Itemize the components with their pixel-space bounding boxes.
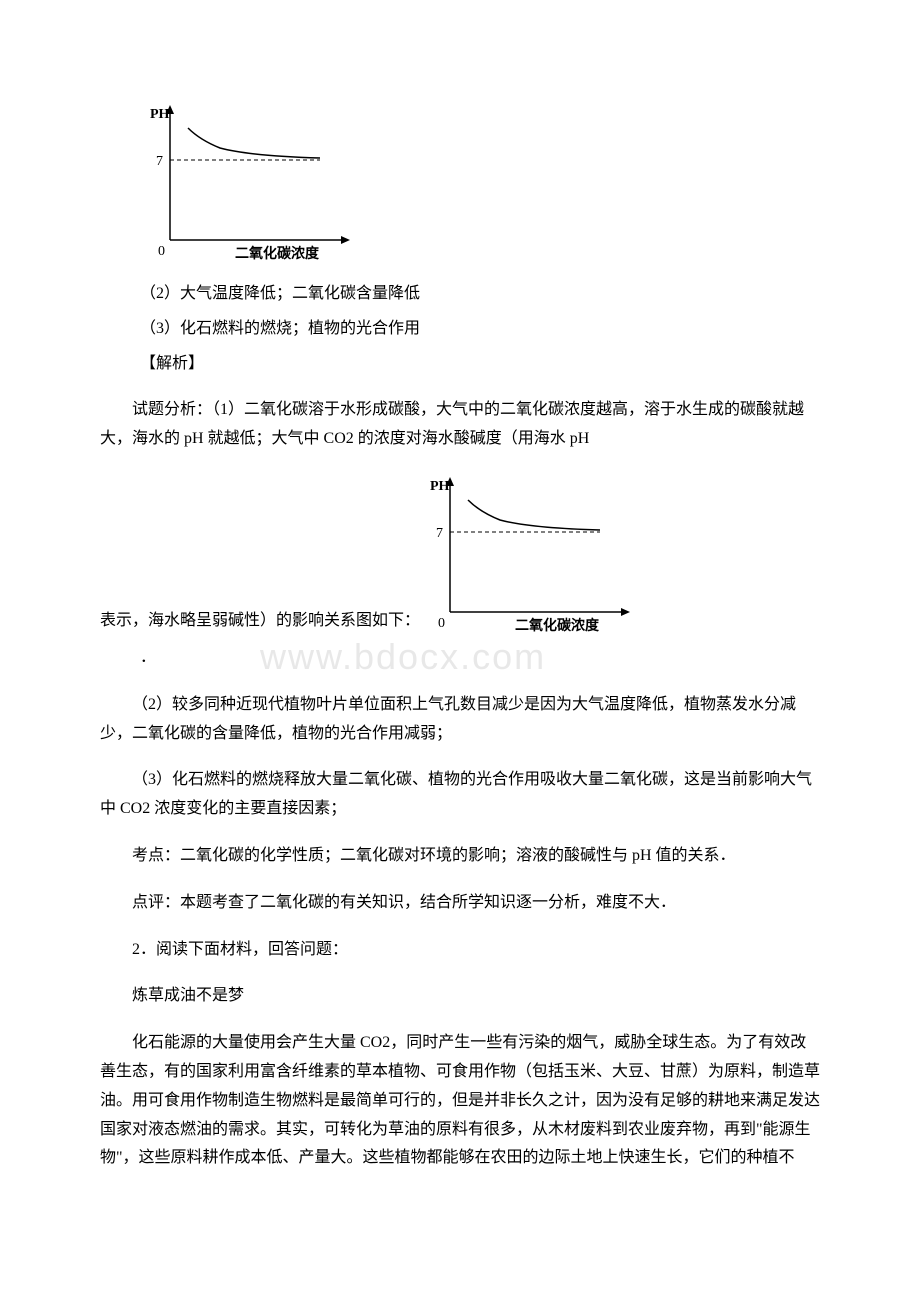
chart1-svg: PH 7 0 二氧化碳浓度 <box>140 100 360 270</box>
analysis-chart-flow: 表示，海水略呈弱碱性）的影响关系图如下： PH 7 0 二氧化碳浓度 <box>100 472 820 642</box>
q2-title: 炼草成油不是梦 <box>100 982 820 1011</box>
period-mark: ． <box>140 644 820 673</box>
dianping-para: 点评：本题考查了二氧化碳的有关知识，结合所学知识逐一分析，难度不大． <box>100 889 820 918</box>
analysis-heading: 【解析】 <box>140 350 820 379</box>
chart-ph-vs-co2-2: PH 7 0 二氧化碳浓度 <box>420 472 640 642</box>
chart2-x-label: 二氧化碳浓度 <box>515 617 600 634</box>
analysis-para-1: 试题分析：（1）二氧化碳溶于水形成碳酸，大气中的二氧化碳浓度越高，溶于水生成的碳… <box>100 396 820 454</box>
chart1-y-label: PH <box>150 107 170 122</box>
q2-body: 化石能源的大量使用会产生大量 CO2，同时产生一些有污染的烟气，威胁全球生态。为… <box>100 1029 820 1173</box>
chart1-x-label: 二氧化碳浓度 <box>235 245 320 262</box>
chart2-dashed-label: 7 <box>436 526 443 541</box>
answer-2: （2）大气温度降低；二氧化碳含量降低 <box>140 280 820 309</box>
q2-intro: 2．阅读下面材料，回答问题： <box>100 936 820 965</box>
analysis-p1-text: 试题分析：（1）二氧化碳溶于水形成碳酸，大气中的二氧化碳浓度越高，溶于水生成的碳… <box>100 401 804 447</box>
answer-3: （3）化石燃料的燃烧；植物的光合作用 <box>140 315 820 344</box>
chart2-y-label: PH <box>430 479 450 494</box>
analysis-p1-tail: 表示，海水略呈弱碱性）的影响关系图如下： <box>100 607 420 636</box>
chart-ph-vs-co2-1: PH 7 0 二氧化碳浓度 <box>140 100 820 270</box>
chart2-svg: PH 7 0 二氧化碳浓度 <box>420 472 640 642</box>
analysis-para-2: （2）较多同种近现代植物叶片单位面积上气孔数目减少是因为大气温度降低，植物蒸发水… <box>100 691 820 749</box>
kaodian-para: 考点：二氧化碳的化学性质；二氧化碳对环境的影响；溶液的酸碱性与 pH 值的关系． <box>100 842 820 871</box>
chart2-origin-label: 0 <box>438 616 445 631</box>
analysis-para-3: （3）化石燃料的燃烧释放大量二氧化碳、植物的光合作用吸收大量二氧化碳，这是当前影… <box>100 766 820 824</box>
chart1-origin-label: 0 <box>158 244 165 259</box>
chart1-dashed-label: 7 <box>156 154 163 169</box>
